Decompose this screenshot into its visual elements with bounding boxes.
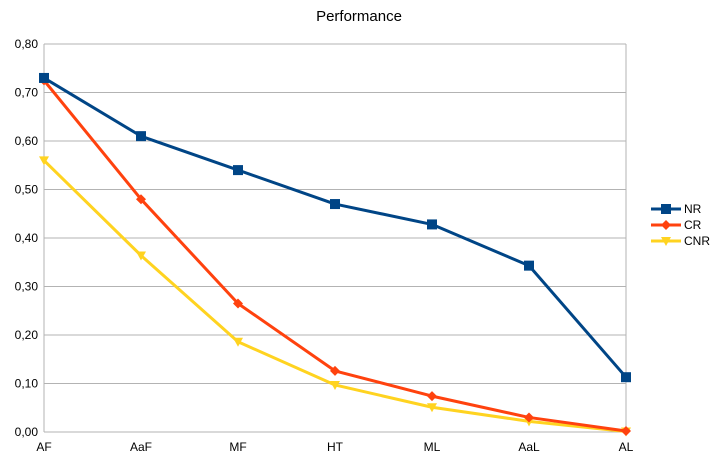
data-point: [427, 403, 437, 413]
data-point: [136, 194, 146, 205]
legend-item-nr: NR: [651, 202, 702, 216]
data-point: [136, 251, 146, 261]
data-point: [330, 365, 340, 376]
legend-label: CR: [684, 218, 702, 232]
x-tick-label: ML: [424, 440, 441, 454]
data-point: [39, 156, 49, 166]
series-nr: [39, 72, 631, 383]
series-cnr: [39, 156, 631, 437]
data-point: [233, 165, 243, 176]
data-point: [427, 391, 437, 402]
legend-marker: [661, 220, 671, 230]
data-point: [621, 372, 631, 383]
legend-label: NR: [684, 202, 702, 216]
y-axis-tick-labels: 0,00 0,10 0,20 0,30 0,40 0,50 0,60 0,70 0,80: [15, 37, 39, 439]
y-tick-label: 0,20: [15, 328, 39, 342]
legend: NR CR CNR: [651, 202, 710, 248]
data-point: [524, 412, 534, 423]
x-tick-label: AaL: [518, 440, 540, 454]
series-cr: [39, 75, 631, 437]
data-point: [39, 72, 49, 83]
legend-marker: [661, 204, 671, 214]
data-point: [233, 298, 243, 309]
y-tick-label: 0,80: [15, 37, 39, 51]
y-tick-label: 0,40: [15, 231, 39, 245]
y-tick-label: 0,60: [15, 134, 39, 148]
data-point: [524, 260, 534, 271]
legend-item-cr: CR: [651, 218, 702, 232]
x-axis-tick-labels: AF AaF MF HT ML AaL AL: [36, 440, 633, 454]
x-tick-label: HT: [327, 440, 344, 454]
x-tick-label: AL: [619, 440, 634, 454]
y-tick-label: 0,10: [15, 377, 39, 391]
data-point: [621, 426, 631, 437]
data-point: [233, 337, 243, 347]
data-point: [330, 380, 340, 390]
y-tick-label: 0,70: [15, 86, 39, 100]
legend-label: CNR: [684, 234, 710, 248]
series-line: [43, 76, 628, 379]
data-point: [427, 219, 437, 230]
x-tick-label: MF: [229, 440, 246, 454]
y-tick-label: 0,50: [15, 183, 39, 197]
y-tick-label: 0,30: [15, 280, 39, 294]
y-tick-label: 0,00: [15, 425, 39, 439]
chart-title: Performance: [316, 8, 402, 25]
x-tick-label: AaF: [130, 440, 152, 454]
legend-marker: [661, 237, 671, 246]
x-tick-label: AF: [36, 440, 51, 454]
series-layer: [39, 72, 631, 437]
data-point: [330, 199, 340, 210]
data-point: [136, 131, 146, 142]
series-line: [42, 79, 627, 433]
legend-item-cnr: CNR: [651, 234, 710, 248]
